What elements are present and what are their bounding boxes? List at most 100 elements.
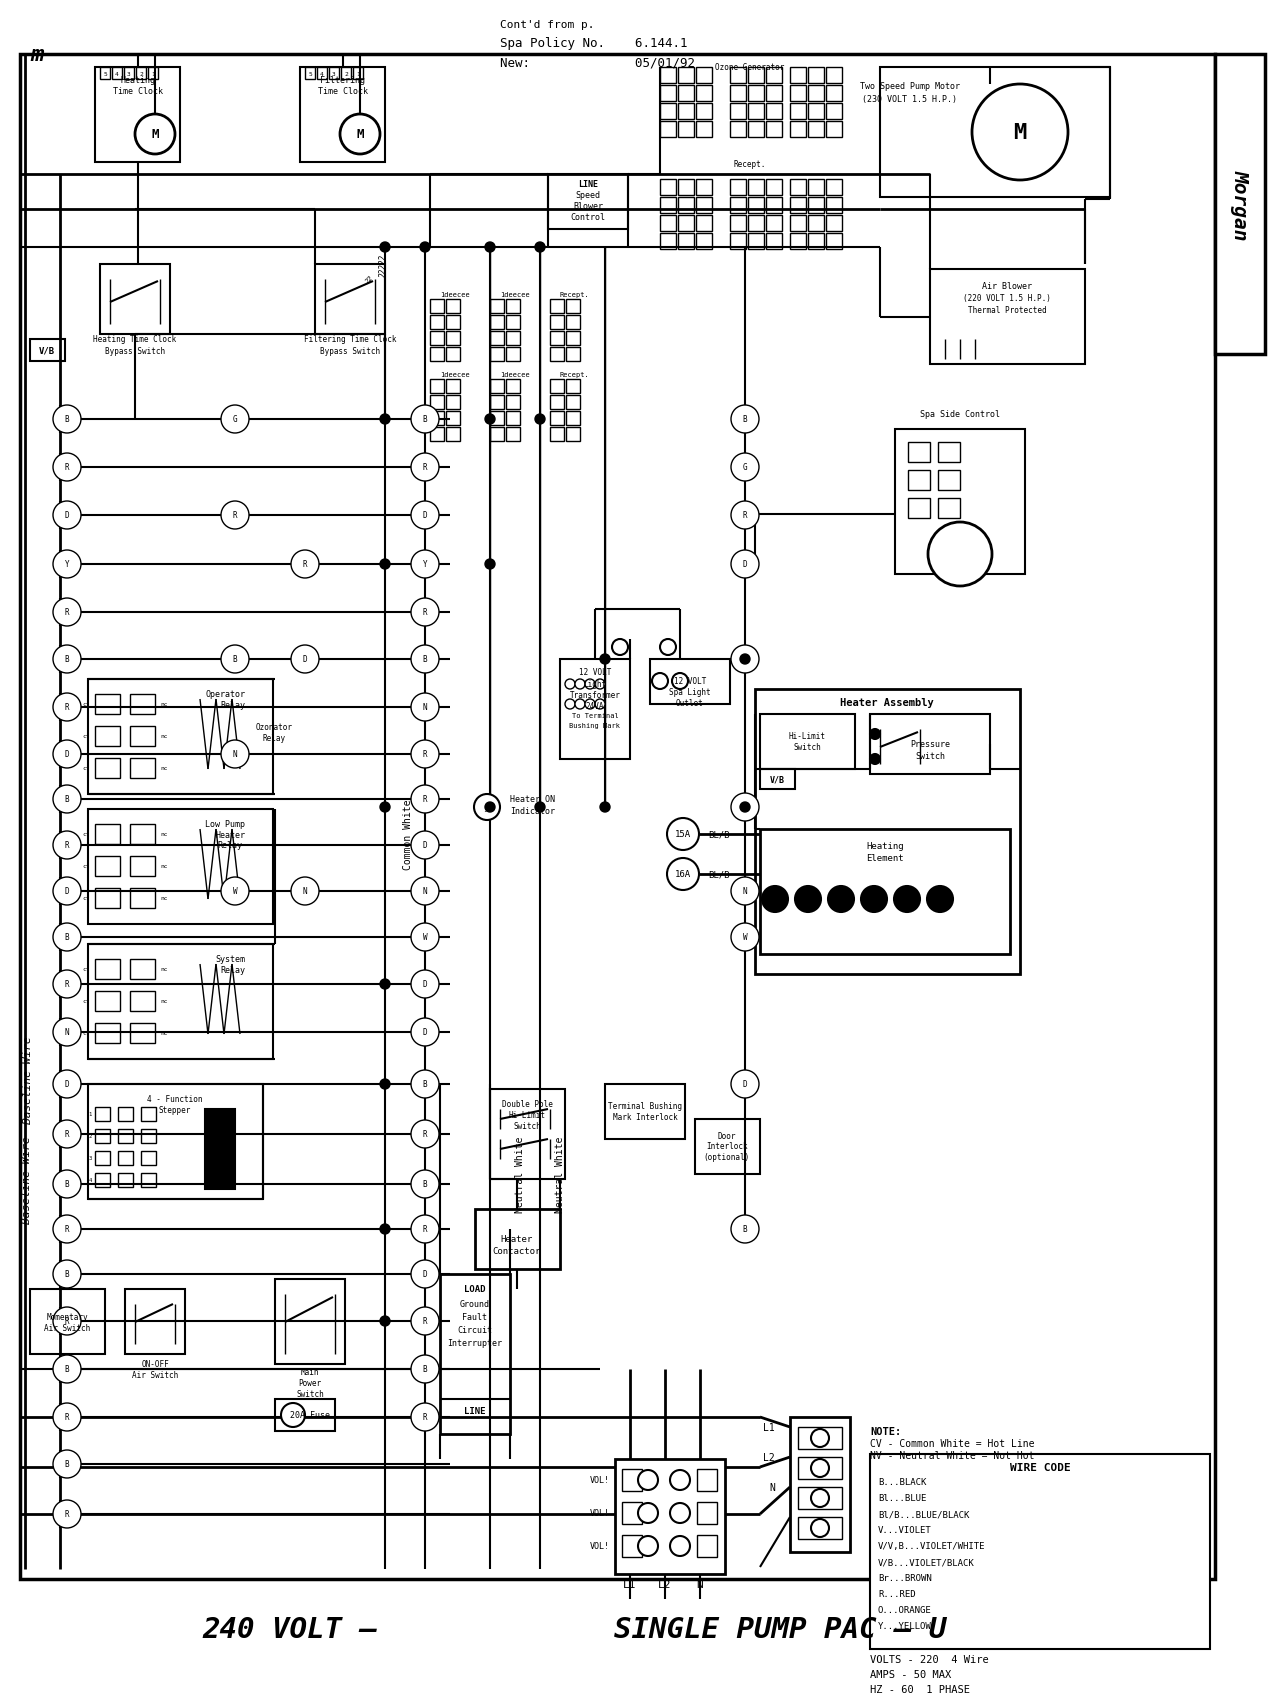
Text: B: B xyxy=(423,655,427,664)
Text: D: D xyxy=(65,511,69,520)
Circle shape xyxy=(669,1503,690,1523)
Circle shape xyxy=(221,740,249,769)
Bar xyxy=(697,1503,717,1525)
Bar xyxy=(748,216,764,233)
Circle shape xyxy=(54,693,82,722)
Text: m: m xyxy=(31,44,43,65)
Text: Switch: Switch xyxy=(915,752,945,761)
Bar xyxy=(660,87,676,102)
Text: Outlet: Outlet xyxy=(676,700,704,708)
Text: B: B xyxy=(65,416,69,424)
Bar xyxy=(622,1503,643,1525)
Bar xyxy=(766,87,782,102)
Text: Heater ON: Heater ON xyxy=(510,795,555,805)
Circle shape xyxy=(811,1430,829,1447)
Bar xyxy=(96,1107,110,1121)
Text: Operator: Operator xyxy=(205,689,245,698)
Circle shape xyxy=(221,878,249,905)
Bar xyxy=(119,1173,133,1187)
Text: Baseline Wire: Baseline Wire xyxy=(23,1036,33,1122)
Bar xyxy=(678,104,694,121)
Circle shape xyxy=(601,803,609,813)
Text: Momentary
Air Switch: Momentary Air Switch xyxy=(43,1313,91,1331)
Bar xyxy=(130,1024,156,1043)
Text: nc: nc xyxy=(159,864,167,869)
Text: R: R xyxy=(233,511,237,520)
Circle shape xyxy=(380,803,390,813)
Bar xyxy=(798,1516,842,1538)
Circle shape xyxy=(536,243,544,253)
Text: y: y xyxy=(484,803,490,812)
Bar xyxy=(96,888,120,908)
Bar xyxy=(790,87,806,102)
Bar xyxy=(315,265,385,335)
Circle shape xyxy=(411,786,439,813)
Bar xyxy=(748,199,764,214)
Bar xyxy=(31,340,65,362)
Circle shape xyxy=(484,803,495,813)
Circle shape xyxy=(484,560,495,569)
Circle shape xyxy=(380,980,390,990)
Circle shape xyxy=(575,700,585,710)
Bar xyxy=(430,301,444,314)
Bar xyxy=(731,216,746,233)
Bar xyxy=(766,104,782,121)
Bar xyxy=(755,689,1020,975)
Circle shape xyxy=(484,243,495,253)
Circle shape xyxy=(612,640,629,655)
Circle shape xyxy=(740,803,750,813)
Text: ct: ct xyxy=(83,998,91,1004)
Bar xyxy=(430,428,444,441)
Bar xyxy=(826,87,842,102)
Circle shape xyxy=(731,453,759,482)
Bar xyxy=(130,959,156,980)
Circle shape xyxy=(796,886,821,912)
Bar xyxy=(790,234,806,250)
Text: Terminal Bushing
Mark Interlock: Terminal Bushing Mark Interlock xyxy=(608,1102,682,1121)
Circle shape xyxy=(652,674,668,689)
Circle shape xyxy=(595,679,606,689)
Circle shape xyxy=(731,550,759,579)
Text: Filtering Time Clock: Filtering Time Clock xyxy=(303,335,397,345)
Text: V/B...VIOLET/BLACK: V/B...VIOLET/BLACK xyxy=(878,1557,975,1567)
Circle shape xyxy=(731,924,759,951)
Bar xyxy=(130,825,156,844)
Bar xyxy=(430,380,444,394)
Bar xyxy=(490,316,504,329)
Bar xyxy=(142,1151,156,1165)
Bar xyxy=(566,316,580,329)
Bar xyxy=(697,1469,717,1491)
Bar xyxy=(119,1129,133,1143)
Circle shape xyxy=(411,1355,439,1384)
Text: nc: nc xyxy=(159,998,167,1004)
Text: 4: 4 xyxy=(320,71,324,76)
Bar xyxy=(566,301,580,314)
Bar xyxy=(88,679,273,795)
Text: R: R xyxy=(423,751,427,759)
Text: Air Blower: Air Blower xyxy=(982,282,1031,290)
Circle shape xyxy=(585,700,595,710)
Text: 1deecee: 1deecee xyxy=(440,292,469,297)
Circle shape xyxy=(380,243,390,253)
Text: Y: Y xyxy=(423,560,427,569)
Text: 22222: 22222 xyxy=(379,253,388,277)
Text: Bypass Switch: Bypass Switch xyxy=(320,346,380,355)
Text: R: R xyxy=(65,1224,69,1234)
Text: HZ - 60  1 PHASE: HZ - 60 1 PHASE xyxy=(870,1684,970,1695)
Circle shape xyxy=(54,786,82,813)
Bar xyxy=(550,316,564,329)
Text: ON-OFF: ON-OFF xyxy=(142,1360,168,1369)
Circle shape xyxy=(280,1403,305,1426)
Text: Neutral White: Neutral White xyxy=(555,1136,565,1212)
Circle shape xyxy=(54,1070,82,1099)
Text: 240 VOLT –: 240 VOLT – xyxy=(203,1615,377,1644)
Circle shape xyxy=(861,886,887,912)
Text: R: R xyxy=(65,980,69,988)
Bar xyxy=(130,856,156,876)
Circle shape xyxy=(894,886,921,912)
Bar xyxy=(798,1457,842,1479)
Text: V/V,B...VIOLET/WHITE: V/V,B...VIOLET/WHITE xyxy=(878,1542,986,1550)
Circle shape xyxy=(565,700,575,710)
Circle shape xyxy=(731,1216,759,1243)
Text: Switch: Switch xyxy=(513,1121,541,1131)
